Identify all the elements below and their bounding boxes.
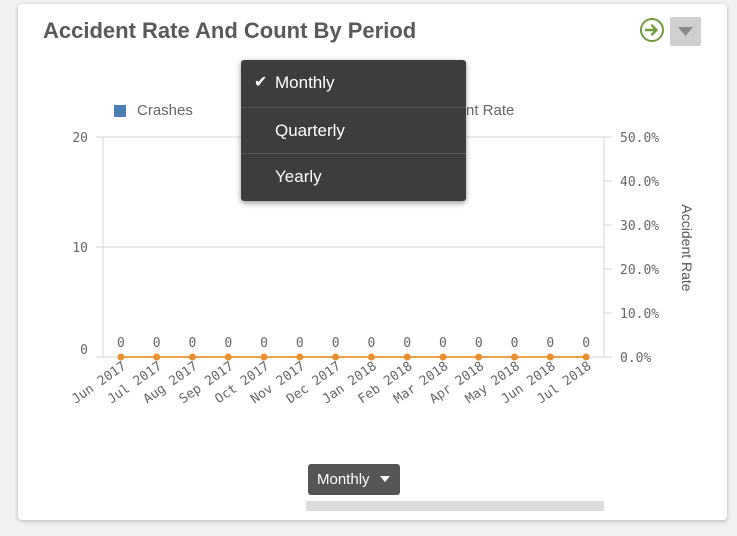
data-label: 0 <box>582 336 590 351</box>
legend-item-crashes[interactable]: Crashes <box>114 102 193 119</box>
data-label: 0 <box>367 336 375 351</box>
left-axis: 0 10 20 <box>72 131 103 358</box>
rate-point <box>224 353 232 361</box>
dropdown-item-label: Quarterly <box>275 121 345 140</box>
rate-point <box>260 353 268 361</box>
rate-point <box>439 353 447 361</box>
horizontal-scrollbar[interactable] <box>306 501 604 511</box>
data-label: 0 <box>439 336 447 351</box>
legend-item-rate[interactable]: nt Rate <box>466 102 514 119</box>
rate-point <box>403 353 411 361</box>
rate-series <box>117 353 590 361</box>
dropdown-item-label: Yearly <box>275 167 322 186</box>
data-label: 0 <box>511 336 519 351</box>
arrow-right-circle-icon <box>644 24 658 36</box>
data-label: 0 <box>153 336 161 351</box>
data-labels: 0 0 0 0 0 0 0 0 0 0 0 0 0 0 <box>117 336 590 351</box>
rate-point <box>332 353 340 361</box>
go-button[interactable] <box>640 18 664 42</box>
data-label: 0 <box>546 336 554 351</box>
dropdown-item-label: Monthly <box>275 73 335 92</box>
y-right-tick-label: 10.0% <box>620 307 659 322</box>
rate-point <box>546 353 554 361</box>
dropdown-item-quarterly[interactable]: Quarterly <box>241 107 466 153</box>
y-right-tick-label: 40.0% <box>620 175 659 190</box>
chart-title: Accident Rate And Count By Period <box>43 18 417 43</box>
data-label: 0 <box>332 336 340 351</box>
caret-down-icon <box>380 476 390 482</box>
y-left-tick-label: 0 <box>80 343 88 358</box>
y-left-tick-label: 10 <box>72 241 88 256</box>
legend-label-crashes: Crashes <box>137 102 193 119</box>
dropdown-item-yearly[interactable]: Yearly <box>241 153 466 199</box>
rate-point <box>153 353 161 361</box>
data-label: 0 <box>403 336 411 351</box>
legend-label-rate: nt Rate <box>466 102 515 119</box>
data-label: 0 <box>189 336 197 351</box>
y-right-tick-label: 50.0% <box>620 131 659 146</box>
rate-point <box>188 353 196 361</box>
data-label: 0 <box>296 336 304 351</box>
rate-point <box>511 353 519 361</box>
right-axis: 0.0% 10.0% 20.0% 30.0% 40.0% 50.0% <box>604 131 659 366</box>
data-label: 0 <box>117 336 125 351</box>
y-right-tick-label: 0.0% <box>620 351 651 366</box>
legend-swatch-crashes <box>114 104 126 117</box>
rate-point <box>582 353 590 361</box>
y-right-tick-label: 20.0% <box>620 263 659 278</box>
data-label: 0 <box>224 336 232 351</box>
rate-point <box>367 353 375 361</box>
y-right-tick-label: 30.0% <box>620 219 659 234</box>
right-axis-label: Accident Rate <box>679 204 695 291</box>
period-dropdown-menu: ✔ Monthly Quarterly Yearly <box>241 60 466 201</box>
rate-point <box>475 353 483 361</box>
period-select-button[interactable]: Monthly <box>308 464 400 495</box>
dropdown-item-monthly[interactable]: ✔ Monthly <box>241 60 466 106</box>
options-menu-button[interactable] <box>670 17 701 46</box>
data-label: 0 <box>475 336 483 351</box>
check-icon: ✔ <box>254 74 268 91</box>
period-select-label: Monthly <box>317 471 370 488</box>
data-label: 0 <box>260 336 268 351</box>
rate-point <box>296 353 304 361</box>
y-left-tick-label: 20 <box>72 131 88 146</box>
rate-point <box>117 353 125 361</box>
chevron-down-icon <box>678 27 693 36</box>
